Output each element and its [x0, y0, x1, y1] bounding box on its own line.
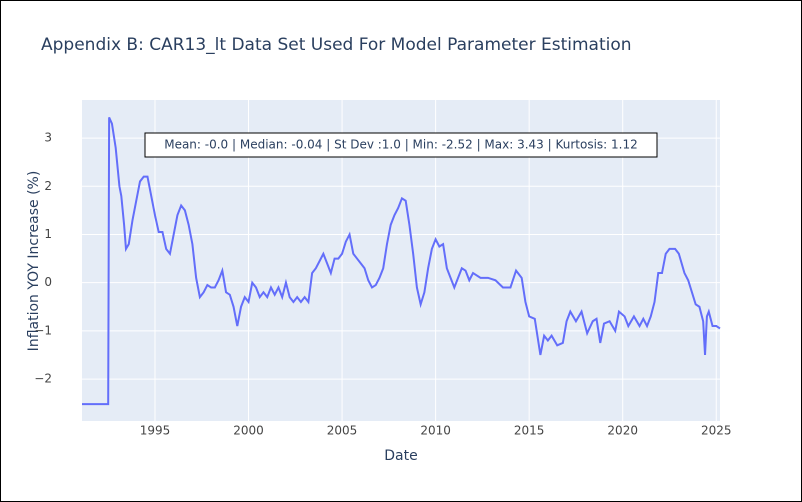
chart-title: Appendix B: CAR13_lt Data Set Used For M…	[41, 35, 632, 55]
y-tick-label: 0	[44, 275, 52, 289]
x-tick-label: 2020	[607, 424, 638, 438]
y-tick-label: 3	[44, 131, 52, 145]
annotation: Mean: -0.0 | Median: -0.04 | St Dev :1.0…	[164, 138, 638, 152]
y-tick-label: 2	[44, 179, 52, 193]
y-tick-label: −1	[34, 323, 52, 337]
y-axis-title: Inflation YOY Increase (%)	[26, 171, 42, 352]
y-tick-label: −2	[34, 372, 52, 386]
y-tick-label: 1	[44, 227, 52, 241]
x-tick-label: 2000	[233, 424, 264, 438]
annotation-box	[144, 132, 658, 158]
x-tick-label: 1995	[140, 424, 171, 438]
x-tick-label: 2025	[701, 424, 732, 438]
x-tick-label: 2015	[514, 424, 545, 438]
x-tick-label: 2005	[327, 424, 358, 438]
x-tick-label: 2010	[420, 424, 451, 438]
x-axis-title: Date	[384, 448, 417, 464]
data-line	[82, 116, 721, 406]
